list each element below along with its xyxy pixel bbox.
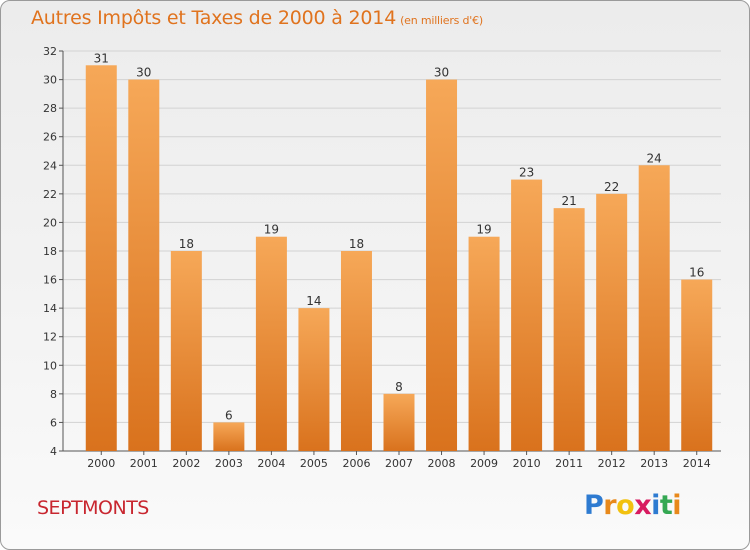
bar-2013 (638, 165, 670, 452)
y-tick-labels: 4 6 8 10 12 14 16 18 20 22 24 26 28 30 32 (43, 45, 57, 458)
chart-title-text: Autres Impôts et Taxes de 2000 à 2014 (31, 7, 397, 29)
data-label: 31 (94, 51, 109, 65)
y-tick-label: 28 (43, 102, 57, 115)
y-tick-label: 26 (43, 131, 57, 144)
data-label: 16 (689, 266, 704, 280)
data-label: 6 (225, 408, 233, 422)
x-tick-label: 2010 (513, 457, 541, 470)
x-tick-label: 2007 (385, 457, 413, 470)
x-tick-label: 2013 (640, 457, 668, 470)
y-tick-label: 16 (43, 274, 57, 287)
y-tick-label: 8 (50, 388, 57, 401)
y-tick-label: 24 (43, 159, 57, 172)
data-label: 30 (434, 66, 449, 80)
bar-2009 (468, 236, 500, 451)
bar-2003 (213, 422, 245, 451)
bar-2014 (681, 279, 713, 451)
y-tick-label: 32 (43, 45, 57, 58)
bar-2010 (511, 179, 543, 452)
bar-2005 (298, 308, 330, 451)
bar-2004 (255, 236, 287, 451)
chart-unit-label: (en milliers d'€) (400, 14, 483, 27)
bar-2006 (340, 251, 372, 451)
bar-2001 (128, 79, 160, 452)
x-tick-label: 2002 (172, 457, 200, 470)
data-label: 21 (561, 194, 576, 208)
x-tick-label: 2012 (598, 457, 626, 470)
logo-letter: i (651, 490, 660, 521)
y-tick-label: 18 (43, 245, 57, 258)
x-tick-label: 2011 (555, 457, 583, 470)
data-label: 19 (476, 223, 491, 237)
bar-2011 (553, 208, 585, 451)
x-tick-label: 2008 (428, 457, 456, 470)
data-label: 18 (349, 237, 364, 251)
x-tick-label: 2001 (130, 457, 158, 470)
x-tick-labels: 2000 2001 2002 2003 2004 2005 2006 2007 2008 2009… (87, 451, 711, 470)
logo-letter: t (659, 490, 673, 521)
data-labels: 31 30 18 6 19 14 18 8 30 19 23 21 22 24 16 (94, 51, 705, 422)
bar-2002 (170, 251, 202, 451)
x-tick-label: 2009 (470, 457, 498, 470)
y-tick-label: 22 (43, 188, 57, 201)
proxiti-logo: Proxiti (584, 490, 682, 521)
y-tick-label: 10 (43, 359, 57, 372)
x-tick-label: 2000 (87, 457, 115, 470)
data-label: 22 (604, 180, 619, 194)
x-tick-label: 2006 (342, 457, 370, 470)
y-tick-label: 30 (43, 74, 57, 87)
data-label: 18 (179, 237, 194, 251)
y-tick-label: 6 (50, 416, 57, 429)
logo-letter: r (603, 490, 617, 521)
x-tick-label: 2004 (257, 457, 285, 470)
x-tick-label: 2005 (300, 457, 328, 470)
data-label: 19 (264, 223, 279, 237)
data-label: 8 (395, 380, 403, 394)
commune-name: SEPTMONTS (37, 497, 149, 519)
data-label: 23 (519, 166, 534, 180)
logo-letter: x (634, 490, 652, 521)
data-label: 14 (306, 294, 321, 308)
bars (85, 65, 713, 452)
x-tick-label: 2003 (215, 457, 243, 470)
bar-2007 (383, 393, 415, 451)
logo-letter: P (584, 490, 604, 521)
bar-2008 (426, 79, 458, 452)
data-label: 24 (647, 151, 662, 165)
data-label: 30 (136, 66, 151, 80)
bar-2012 (596, 193, 628, 451)
y-tick-label: 12 (43, 331, 57, 344)
x-tick-label: 2014 (683, 457, 711, 470)
y-tick-label: 20 (43, 216, 57, 229)
logo-letter: i (672, 490, 682, 521)
logo-letter: o (616, 490, 635, 521)
y-tick-label: 4 (50, 445, 57, 458)
chart-title: Autres Impôts et Taxes de 2000 à 2014 (en… (31, 7, 483, 29)
y-tick-label: 14 (43, 302, 57, 315)
bar-2000 (85, 65, 117, 452)
